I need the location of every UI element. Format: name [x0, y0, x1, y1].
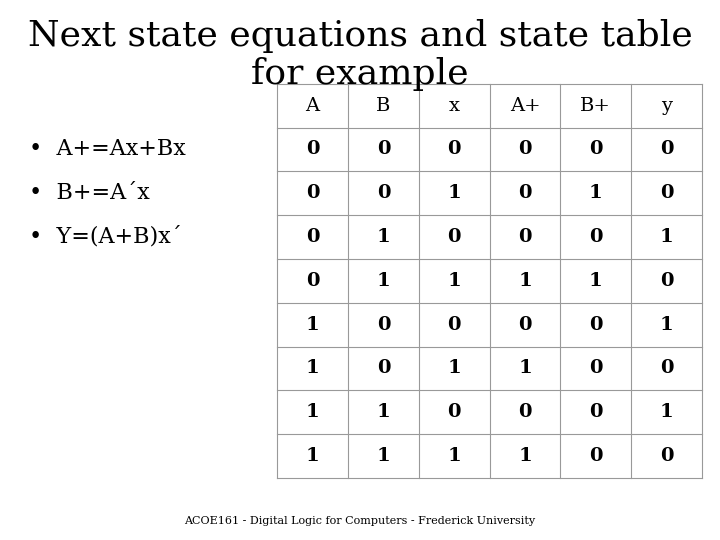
Text: 1: 1: [377, 228, 390, 246]
Text: 1: 1: [447, 447, 461, 465]
Text: 0: 0: [518, 403, 532, 421]
Text: 1: 1: [518, 360, 532, 377]
Text: 0: 0: [447, 228, 461, 246]
Text: 1: 1: [377, 272, 390, 290]
Text: 0: 0: [589, 447, 603, 465]
Text: Next state equations and state table: Next state equations and state table: [27, 19, 693, 53]
Text: 1: 1: [447, 184, 461, 202]
Text: 0: 0: [589, 403, 603, 421]
Text: for example: for example: [251, 57, 469, 91]
Text: 0: 0: [306, 272, 320, 290]
Text: 0: 0: [377, 140, 390, 158]
Text: 1: 1: [377, 403, 390, 421]
Text: 1: 1: [447, 360, 461, 377]
Text: ACOE161 - Digital Logic for Computers - Frederick University: ACOE161 - Digital Logic for Computers - …: [184, 516, 536, 526]
Text: 1: 1: [660, 315, 673, 334]
Text: 0: 0: [589, 140, 603, 158]
Text: B: B: [377, 97, 390, 114]
Text: 0: 0: [447, 403, 461, 421]
Text: 0: 0: [306, 140, 320, 158]
Text: 0: 0: [660, 140, 673, 158]
Text: 0: 0: [660, 184, 673, 202]
Text: 0: 0: [660, 447, 673, 465]
Text: •  B+=A´x: • B+=A´x: [29, 182, 150, 204]
Text: y: y: [661, 97, 672, 114]
Text: 0: 0: [306, 228, 320, 246]
Text: 1: 1: [660, 228, 673, 246]
Text: 0: 0: [518, 140, 532, 158]
Text: •  Y=(A+B)x´: • Y=(A+B)x´: [29, 226, 181, 248]
Text: 0: 0: [660, 360, 673, 377]
Text: 0: 0: [518, 315, 532, 334]
Text: 0: 0: [589, 360, 603, 377]
Text: 0: 0: [589, 228, 603, 246]
Text: 1: 1: [589, 184, 603, 202]
Text: 1: 1: [589, 272, 603, 290]
Text: 0: 0: [377, 315, 390, 334]
Text: 0: 0: [447, 140, 461, 158]
Text: 1: 1: [447, 272, 461, 290]
Text: A+: A+: [510, 97, 540, 114]
Text: 0: 0: [377, 360, 390, 377]
Text: 0: 0: [447, 315, 461, 334]
Text: 0: 0: [306, 184, 320, 202]
Text: 1: 1: [660, 403, 673, 421]
Text: 1: 1: [377, 447, 390, 465]
Text: 1: 1: [518, 447, 532, 465]
Text: 1: 1: [306, 360, 320, 377]
Text: 1: 1: [306, 315, 320, 334]
Text: x: x: [449, 97, 459, 114]
Text: 1: 1: [518, 272, 532, 290]
Text: 0: 0: [518, 184, 532, 202]
Text: A: A: [305, 97, 320, 114]
Text: 0: 0: [377, 184, 390, 202]
Text: 0: 0: [660, 272, 673, 290]
Text: 0: 0: [589, 315, 603, 334]
Text: 1: 1: [306, 403, 320, 421]
Text: 0: 0: [518, 228, 532, 246]
Text: B+: B+: [580, 97, 611, 114]
Text: 1: 1: [306, 447, 320, 465]
Text: •  A+=Ax+Bx: • A+=Ax+Bx: [29, 138, 186, 160]
